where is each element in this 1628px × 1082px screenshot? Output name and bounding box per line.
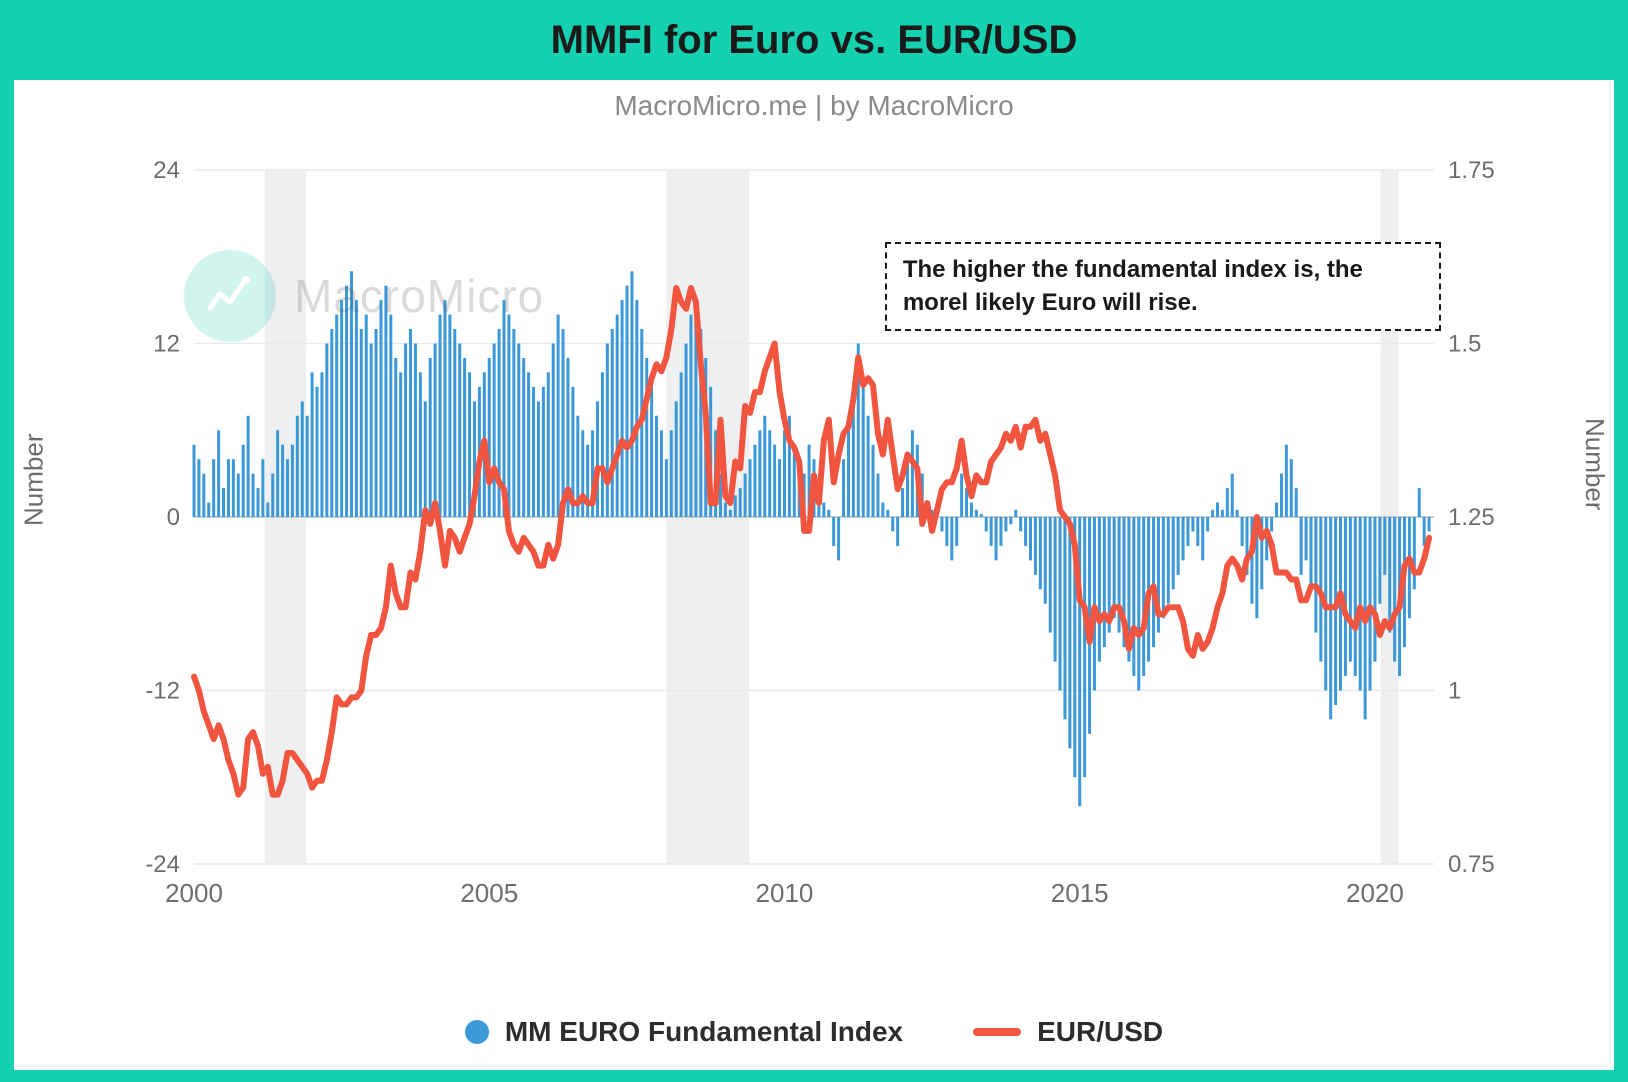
legend-label: EUR/USD (1037, 1016, 1163, 1048)
y-right-axis-label: Number (1579, 418, 1610, 510)
annotation-text: The higher the fundamental index is, the… (903, 256, 1363, 315)
y-left-axis-label: Number (19, 433, 50, 525)
legend-item: MM EURO Fundamental Index (465, 1016, 903, 1048)
legend-dot-icon (465, 1020, 489, 1044)
y-left-tick-label: 24 (153, 157, 180, 184)
x-tick-label: 2015 (1051, 878, 1109, 908)
y-right-tick-label: 1.5 (1448, 331, 1481, 358)
x-tick-label: 2000 (165, 878, 223, 908)
y-right-tick-label: 1.75 (1448, 157, 1495, 184)
annotation-box: The higher the fundamental index is, the… (885, 242, 1441, 331)
x-tick-label: 2010 (756, 878, 814, 908)
y-left-tick-label: 0 (167, 504, 180, 531)
y-left-tick-label: 12 (153, 331, 180, 358)
legend-label: MM EURO Fundamental Index (505, 1016, 903, 1048)
legend-item: EUR/USD (973, 1016, 1163, 1048)
y-left-tick-label: -12 (145, 678, 180, 705)
x-tick-label: 2020 (1346, 878, 1404, 908)
legend: MM EURO Fundamental Index EUR/USD (14, 1016, 1614, 1048)
y-right-tick-label: 0.75 (1448, 851, 1495, 878)
line-series (194, 288, 1429, 795)
chart-subtitle: MacroMicro.me | by MacroMicro (14, 80, 1614, 122)
plot-area: MacroMicro -24-12012240.7511.251.51.7520… (124, 140, 1504, 920)
y-right-tick-label: 1.25 (1448, 504, 1495, 531)
legend-dash-icon (973, 1028, 1021, 1036)
y-right-tick-label: 1 (1448, 678, 1461, 705)
y-left-tick-label: -24 (145, 851, 180, 878)
chart-card: MacroMicro.me | by MacroMicro Number Num… (14, 80, 1614, 1070)
chart-title: MMFI for Euro vs. EUR/USD (0, 0, 1628, 80)
outer-frame: MMFI for Euro vs. EUR/USD MacroMicro.me … (0, 0, 1628, 1082)
x-tick-label: 2005 (460, 878, 518, 908)
